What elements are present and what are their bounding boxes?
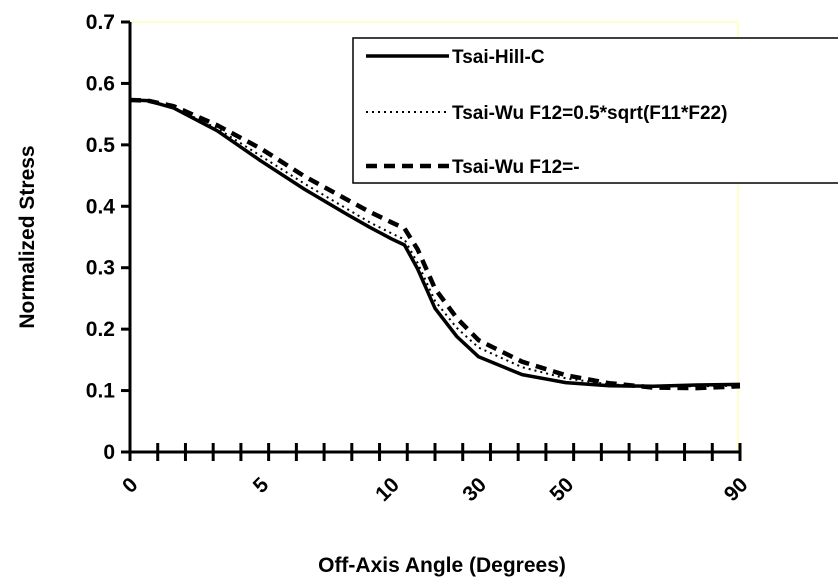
series-layer [129,97,741,391]
x-tick-label: 30 [458,473,491,506]
x-tick-label: 5 [249,473,274,498]
legend: Tsai-Hill-C Tsai-Wu F12=0.5*sqrt(F11*F22)… [352,37,838,184]
legend-label-2: Tsai-Wu F12=- [452,157,580,178]
y-tick-label: 0.3 [86,257,115,280]
y-tick-label: 0 [103,441,115,464]
y-tick-label: 0.7 [86,11,115,34]
y-tick-label: 0.5 [86,134,116,157]
x-tick-label: 50 [545,473,578,506]
series-line-0 [129,98,741,389]
axes-layer [121,20,742,461]
y-axis-title: Normalized Stress [16,145,39,328]
legend-box [352,37,838,184]
series-line-1 [129,99,741,388]
x-tick-label: 90 [720,473,753,506]
y-tick-label: 0.6 [86,72,115,95]
y-tick-label: 0.1 [86,380,116,403]
y-tick-label: 0.2 [86,318,115,341]
x-tick-label: 10 [371,473,404,506]
x-axis-title: Off-Axis Angle (Degrees) [318,554,566,577]
legend-label-0: Tsai-Hill-C [452,47,545,68]
series-line-2 [129,97,741,391]
y-tick-label: 0.4 [86,195,116,218]
x-tick-label: 0 [118,473,143,498]
legend-label-1: Tsai-Wu F12=0.5*sqrt(F11*F22) [452,103,727,124]
